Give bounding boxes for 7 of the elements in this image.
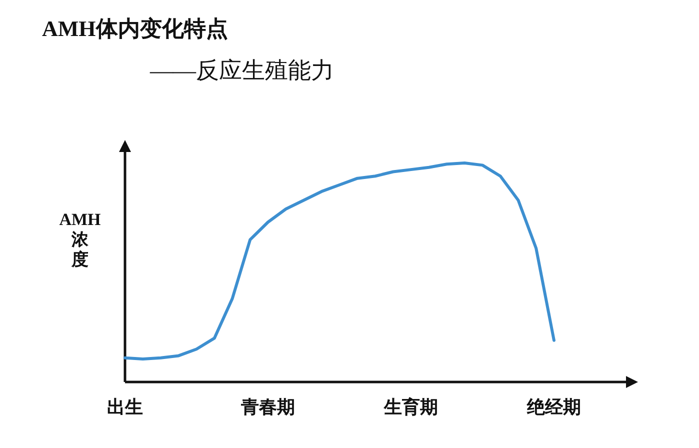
chart-title: AMH体内变化特点 [42,16,228,41]
x-tick-label: 绝经期 [526,397,581,417]
x-tick-label: 出生 [107,397,143,417]
y-axis-title: AMH浓度 [59,210,101,269]
x-tick-label: 青春期 [240,397,295,417]
chart-subtitle: ——反应生殖能力 [149,58,334,83]
x-tick-label: 生育期 [383,396,438,417]
